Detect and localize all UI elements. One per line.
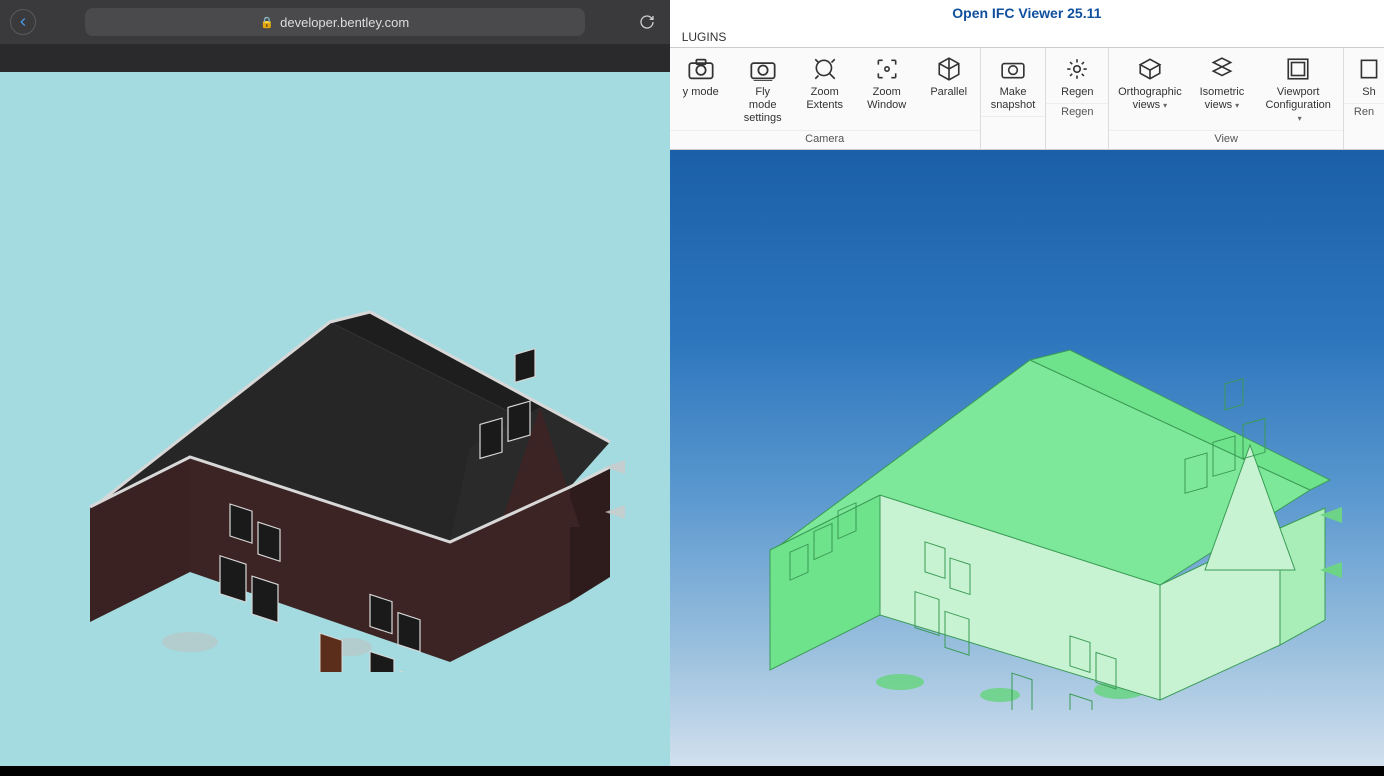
ribbon-group-regen: Regen Regen <box>1046 48 1109 149</box>
tab-plugins[interactable]: LUGINS <box>674 27 735 47</box>
app-title: Open IFC Viewer 25.11 <box>670 0 1384 26</box>
back-button[interactable] <box>10 9 36 35</box>
parallel-button[interactable]: Parallel <box>918 48 980 130</box>
browser-subbar <box>0 44 670 72</box>
url-bar[interactable]: 🔒 developer.bentley.com <box>85 8 585 36</box>
ribbon-group-label: Camera <box>670 130 980 149</box>
ribbon-group-label: Regen <box>1046 103 1108 122</box>
ribbon-group-camera: y mode Fly mode settings Zoom Extents Zo… <box>670 48 981 149</box>
camera-icon <box>687 57 715 81</box>
regen-button[interactable]: Regen <box>1046 48 1108 103</box>
ifc-viewer-window: Open IFC Viewer 25.11 LUGINS y mode Fly … <box>670 0 1384 776</box>
zoom-out-icon <box>812 56 838 82</box>
cube-icon <box>936 56 962 82</box>
ribbon-group-render: Sh Ren <box>1344 48 1384 149</box>
left-3d-viewport[interactable] <box>0 72 670 776</box>
render-icon <box>1359 56 1379 82</box>
bottom-border <box>0 766 1384 776</box>
ortho-icon <box>1137 56 1163 82</box>
ribbon-group-label <box>981 116 1046 123</box>
browser-window: 🔒 developer.bentley.com <box>0 0 670 776</box>
isometric-views-button[interactable]: Isometric views▾ <box>1190 48 1253 130</box>
viewport-icon <box>1285 56 1311 82</box>
ribbon-group-label: Ren <box>1344 103 1384 122</box>
browser-toolbar: 🔒 developer.bentley.com <box>0 0 670 44</box>
zoom-extents-button[interactable]: Zoom Extents <box>794 48 856 130</box>
iso-icon <box>1209 56 1235 82</box>
viewport-config-button[interactable]: Viewport Configuration▾ <box>1253 48 1343 130</box>
house-model-dark <box>70 242 630 672</box>
ribbon-tabs: LUGINS <box>670 26 1384 48</box>
zoom-target-icon <box>874 56 900 82</box>
chevron-down-icon: ▾ <box>1163 101 1167 111</box>
back-icon <box>16 15 30 29</box>
ribbon-group-view: Orthographic views▾ Isometric views▾ Vie… <box>1109 48 1344 149</box>
make-snapshot-button[interactable]: Make snapshot <box>981 48 1046 116</box>
house-model-green <box>750 270 1350 710</box>
right-3d-viewport[interactable] <box>670 150 1384 776</box>
chevron-down-icon: ▾ <box>1235 101 1239 111</box>
lock-icon: 🔒 <box>260 16 274 29</box>
ribbon: y mode Fly mode settings Zoom Extents Zo… <box>670 48 1384 150</box>
orthographic-views-button[interactable]: Orthographic views▾ <box>1109 48 1190 130</box>
zoom-window-button[interactable]: Zoom Window <box>856 48 918 130</box>
render-button[interactable]: Sh <box>1344 48 1384 103</box>
fly-mode-button[interactable]: y mode <box>670 48 732 130</box>
reload-icon <box>639 14 655 30</box>
reload-button[interactable] <box>634 9 660 35</box>
regen-icon <box>1064 56 1090 82</box>
snapshot-icon <box>1000 57 1026 81</box>
chevron-down-icon: ▾ <box>1298 114 1302 124</box>
camera-gear-icon <box>749 57 777 81</box>
fly-mode-settings-button[interactable]: Fly mode settings <box>732 48 794 130</box>
url-text: developer.bentley.com <box>280 15 409 30</box>
ribbon-group-snapshot: Make snapshot <box>981 48 1047 149</box>
ribbon-group-label: View <box>1109 130 1343 149</box>
